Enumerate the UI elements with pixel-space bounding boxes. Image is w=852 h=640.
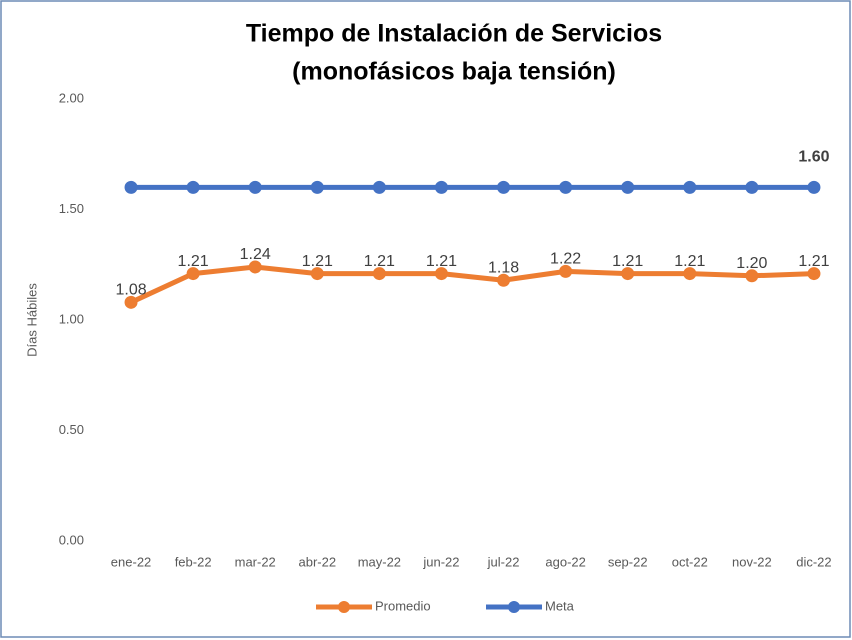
point-marker: [621, 267, 635, 281]
data-label: 1.21: [178, 253, 209, 270]
y-tick-label: 1.00: [59, 311, 84, 326]
x-tick-label: may-22: [358, 554, 401, 569]
point-marker: [124, 295, 138, 309]
data-label: 1.08: [115, 282, 146, 299]
chart-title: Tiempo de Instalación de Servicios: [246, 20, 662, 48]
point-marker: [434, 180, 448, 194]
data-label: 1.18: [488, 259, 519, 276]
data-label: 1.20: [736, 255, 767, 272]
y-tick-label: 0.00: [59, 532, 84, 547]
point-marker: [683, 180, 697, 194]
data-label: 1.21: [674, 253, 705, 270]
point-marker: [807, 180, 821, 194]
point-marker: [497, 180, 511, 194]
x-tick-label: jul-22: [487, 554, 520, 569]
data-label: 1.21: [612, 253, 643, 270]
y-axis-label: Días Hábiles: [24, 283, 39, 357]
point-marker: [372, 267, 386, 281]
y-tick-label: 1.50: [59, 201, 84, 216]
series-line: [129, 264, 815, 305]
point-marker: [745, 269, 759, 283]
point-marker: [372, 180, 386, 194]
legend-marker: [338, 601, 350, 613]
point-marker: [683, 267, 697, 281]
point-marker: [559, 180, 573, 194]
chart-title: (monofásicos baja tensión): [292, 58, 616, 86]
legend-marker: [508, 601, 520, 613]
data-label: 1.24: [240, 246, 271, 263]
x-tick-label: oct-22: [672, 554, 708, 569]
data-label: 1.21: [364, 253, 395, 270]
x-tick-label: mar-22: [235, 554, 276, 569]
x-tick-label: abr-22: [299, 554, 337, 569]
data-label: 1.60: [798, 149, 829, 166]
point-marker: [248, 180, 262, 194]
y-tick-label: 0.50: [59, 422, 84, 437]
y-tick-label: 2.00: [59, 90, 84, 105]
x-tick-label: sep-22: [608, 554, 648, 569]
legend-label: Meta: [545, 598, 575, 613]
point-marker: [186, 180, 200, 194]
point-marker: [621, 180, 635, 194]
point-marker: [807, 267, 821, 281]
x-tick-label: nov-22: [732, 554, 772, 569]
point-marker: [497, 273, 511, 287]
point-marker: [310, 267, 324, 281]
point-marker: [559, 264, 573, 278]
point-marker: [248, 260, 262, 274]
point-marker: [124, 180, 138, 194]
legend-label: Promedio: [375, 598, 431, 613]
x-tick-label: ago-22: [545, 554, 585, 569]
x-tick-label: feb-22: [175, 554, 212, 569]
x-tick-label: jun-22: [422, 554, 459, 569]
x-tick-label: ene-22: [111, 554, 151, 569]
data-label: 1.21: [798, 253, 829, 270]
x-tick-label: dic-22: [796, 554, 831, 569]
point-marker: [310, 180, 324, 194]
data-label: 1.22: [550, 251, 581, 268]
point-marker: [186, 267, 200, 281]
point-marker: [434, 267, 448, 281]
point-marker: [745, 180, 759, 194]
data-label: 1.21: [302, 253, 333, 270]
data-label: 1.21: [426, 253, 457, 270]
